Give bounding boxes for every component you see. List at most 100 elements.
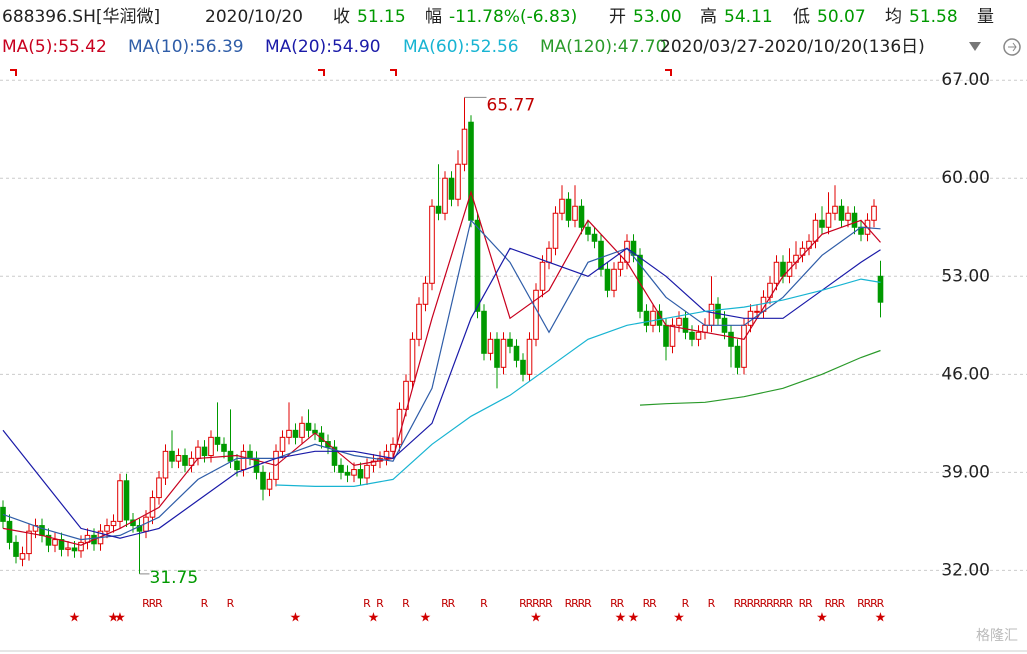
signal-r: R: [805, 597, 813, 610]
signal-r: R: [441, 597, 449, 610]
candle-body: [812, 219, 819, 242]
quote-label: 高: [700, 7, 717, 27]
candle-body: [520, 359, 526, 375]
signal-r: R: [578, 597, 586, 610]
signal-r: R: [402, 597, 410, 610]
candle-body: [643, 310, 650, 326]
signal-r: R: [682, 597, 690, 610]
candle-body: [565, 198, 572, 221]
quote-label: 开: [609, 7, 626, 27]
candle-body: [585, 226, 591, 235]
y-tick-label: 46.00: [941, 364, 990, 384]
candle-body: [370, 460, 377, 466]
y-tick-label: 39.00: [941, 462, 990, 482]
candle-body: [429, 205, 435, 284]
candle-body: [331, 446, 338, 466]
watermark: 格隆汇: [976, 628, 1018, 644]
legend-sep: :: [326, 37, 332, 57]
candle-body: [390, 443, 396, 452]
candle-body: [695, 331, 702, 340]
date-range: 2020/03/27-2020/10/20(136日): [660, 37, 925, 57]
candle-body: [13, 541, 19, 557]
signal-r: R: [565, 597, 573, 610]
legend-name: MA(120): [540, 37, 612, 57]
quote-label: 收: [333, 7, 350, 27]
signal-r: R: [870, 597, 878, 610]
candle-body: [650, 310, 656, 326]
candle-body: [351, 469, 357, 476]
candle-body: [494, 338, 500, 368]
y-tick-label: 32.00: [941, 560, 990, 580]
dropdown-icon[interactable]: [969, 42, 981, 51]
candle-body: [416, 303, 422, 340]
signal-r: R: [786, 597, 794, 610]
signal-r: R: [155, 597, 163, 610]
candle-body: [156, 477, 162, 499]
legend-sep: :: [52, 37, 58, 57]
quote-label: 幅: [425, 7, 442, 27]
quote-label: 均: [885, 7, 902, 27]
legend-value: 47.70: [618, 37, 667, 57]
signal-star: ★: [816, 611, 828, 626]
quote-value: 51.15: [357, 7, 406, 27]
signal-r: R: [532, 597, 540, 610]
candle-body: [182, 455, 188, 466]
high-label: 65.77: [487, 95, 536, 115]
signal-r: R: [142, 597, 150, 610]
period-markers: [10, 69, 672, 76]
legend-sep: :: [464, 37, 470, 57]
signal-star: ★: [673, 611, 685, 626]
candle-body: [572, 205, 578, 221]
quote-value: 54.11: [724, 7, 773, 27]
candle-body: [0, 506, 6, 522]
candle-body: [260, 471, 266, 490]
quote-value: 51.58: [909, 7, 958, 27]
candle-body: [299, 422, 305, 438]
candle-body: [546, 247, 552, 263]
candle-body: [734, 345, 741, 368]
candle-body: [604, 268, 611, 291]
candle-body: [825, 212, 832, 228]
candle-body: [58, 539, 65, 550]
signal-r: R: [773, 597, 781, 610]
signal-r: R: [617, 597, 625, 610]
ma-line: [275, 278, 881, 487]
signal-r: R: [545, 597, 553, 610]
toggle-icon[interactable]: [1003, 38, 1021, 56]
signal-r: R: [864, 597, 872, 610]
candle-body: [702, 324, 708, 333]
candle-body: [689, 331, 695, 340]
candle-body: [383, 450, 390, 459]
candle-body: [19, 553, 26, 560]
legend-entry: MA(60):52.56: [403, 37, 519, 57]
legend-value: 55.42: [58, 37, 107, 57]
signal-r: R: [857, 597, 865, 610]
candle-body: [598, 240, 604, 270]
candle-body: [409, 338, 416, 382]
candle-body: [682, 317, 689, 333]
quote-label: 低: [793, 7, 810, 27]
candle-body: [741, 324, 747, 368]
candle-body: [175, 455, 182, 462]
signal-r: R: [376, 597, 384, 610]
candle-body: [461, 128, 468, 165]
candle-body: [591, 233, 598, 242]
signal-r: R: [149, 597, 157, 610]
candle-body: [65, 547, 71, 550]
candle-body: [481, 310, 487, 354]
candle-body: [507, 338, 513, 347]
candle-body: [279, 436, 286, 452]
legend-entry: MA(10):56.39: [128, 37, 244, 57]
candle-body: [871, 205, 877, 221]
signal-r: R: [480, 597, 488, 610]
candle-body: [52, 539, 58, 546]
signal-r: R: [448, 597, 456, 610]
candle-body: [838, 205, 845, 221]
candle-body: [136, 525, 143, 532]
candle-body: [123, 480, 130, 521]
candle-body: [286, 429, 292, 438]
signal-r: R: [363, 597, 371, 610]
signal-star: ★: [114, 611, 126, 626]
legend-name: MA(20): [265, 37, 326, 57]
candle-body: [110, 520, 117, 527]
